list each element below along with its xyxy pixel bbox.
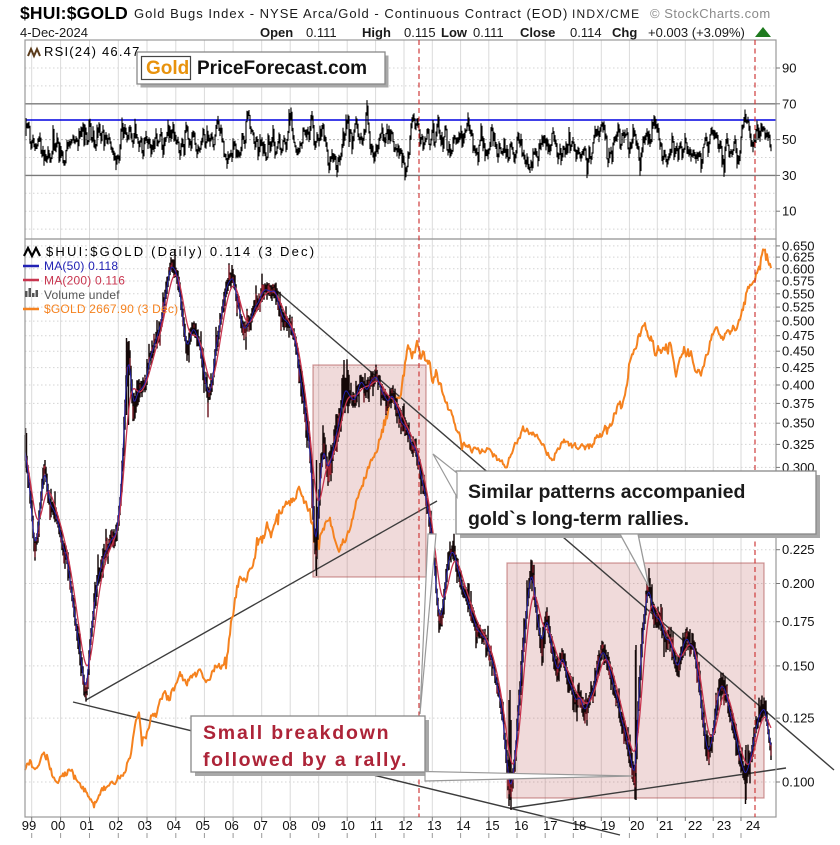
svg-text:13: 13	[427, 818, 441, 833]
svg-text:0.600: 0.600	[782, 261, 815, 276]
svg-text:INDX/CME: INDX/CME	[572, 7, 640, 21]
svg-text:$GOLD 2667.90 (3 Dec): $GOLD 2667.90 (3 Dec)	[44, 302, 178, 316]
svg-text:22: 22	[688, 818, 702, 833]
svg-text:30: 30	[782, 168, 796, 183]
svg-text:4-Dec-2024: 4-Dec-2024	[20, 25, 88, 40]
svg-text:21: 21	[659, 818, 673, 833]
svg-text:19: 19	[601, 818, 615, 833]
svg-text:© StockCharts.com: © StockCharts.com	[650, 6, 771, 21]
svg-text:MA(200) 0.116: MA(200) 0.116	[44, 274, 125, 288]
svg-text:00: 00	[51, 818, 65, 833]
svg-text:02: 02	[109, 818, 123, 833]
svg-text:0.450: 0.450	[782, 344, 815, 359]
svg-text:$HUI:$GOLD: $HUI:$GOLD	[20, 3, 128, 23]
svg-text:0.225: 0.225	[782, 542, 815, 557]
svg-text:17: 17	[543, 818, 557, 833]
svg-text:gold`s long-term rallies.: gold`s long-term rallies.	[468, 508, 689, 530]
svg-text:0.400: 0.400	[782, 378, 815, 393]
svg-text:0.575: 0.575	[782, 274, 815, 289]
svg-text:99: 99	[22, 818, 36, 833]
svg-text:11: 11	[370, 818, 384, 833]
svg-text:0.550: 0.550	[782, 286, 815, 301]
svg-text:0.350: 0.350	[782, 416, 815, 431]
svg-text:0.175: 0.175	[782, 614, 815, 629]
svg-text:MA(50) 0.118: MA(50) 0.118	[44, 259, 118, 273]
svg-text:16: 16	[514, 818, 528, 833]
svg-text:0.425: 0.425	[782, 360, 815, 375]
svg-text:0.200: 0.200	[782, 576, 815, 591]
svg-text:followed by a rally.: followed by a rally.	[203, 749, 408, 771]
svg-text:0.325: 0.325	[782, 437, 815, 452]
svg-text:RSI(24) 46.47: RSI(24) 46.47	[44, 44, 141, 59]
svg-text:0.125: 0.125	[782, 711, 815, 726]
svg-text:06: 06	[224, 818, 238, 833]
svg-text:08: 08	[282, 818, 296, 833]
svg-text:07: 07	[253, 818, 267, 833]
svg-text:09: 09	[311, 818, 325, 833]
svg-text:Similar patterns accompanied: Similar patterns accompanied	[468, 481, 745, 503]
svg-text:Small breakdown: Small breakdown	[203, 722, 390, 744]
svg-text:0.475: 0.475	[782, 328, 815, 343]
svg-text:Volume undef: Volume undef	[44, 288, 120, 302]
svg-text:12: 12	[398, 818, 412, 833]
svg-text:01: 01	[80, 818, 94, 833]
svg-text:0.625: 0.625	[782, 250, 815, 265]
svg-text:05: 05	[196, 818, 210, 833]
svg-text:0.500: 0.500	[782, 314, 815, 329]
svg-text:0.100: 0.100	[782, 775, 815, 790]
svg-text:15: 15	[485, 818, 499, 833]
svg-text:10: 10	[782, 204, 796, 219]
svg-text:Gold: Gold	[146, 58, 189, 79]
svg-text:0.375: 0.375	[782, 396, 815, 411]
svg-text:10: 10	[340, 818, 354, 833]
svg-text:14: 14	[456, 818, 470, 833]
svg-text:50: 50	[782, 132, 796, 147]
svg-text:70: 70	[782, 96, 796, 111]
svg-text:20: 20	[630, 818, 644, 833]
svg-text:0.650: 0.650	[782, 238, 815, 253]
svg-text:Gold Bugs Index - NYSE Arca/Go: Gold Bugs Index - NYSE Arca/Gold - Conti…	[134, 6, 568, 21]
svg-text:18: 18	[572, 818, 586, 833]
svg-text:90: 90	[782, 61, 796, 76]
svg-text:0.150: 0.150	[782, 658, 815, 673]
svg-text:04: 04	[167, 818, 181, 833]
svg-text:03: 03	[138, 818, 152, 833]
svg-text:23: 23	[717, 818, 731, 833]
svg-text:0.525: 0.525	[782, 300, 815, 315]
svg-text:$HUI:$GOLD (Daily) 0.114 (3 De: $HUI:$GOLD (Daily) 0.114 (3 Dec)	[46, 244, 316, 259]
svg-text:PriceForecast.com: PriceForecast.com	[197, 58, 367, 79]
svg-text:24: 24	[746, 818, 760, 833]
